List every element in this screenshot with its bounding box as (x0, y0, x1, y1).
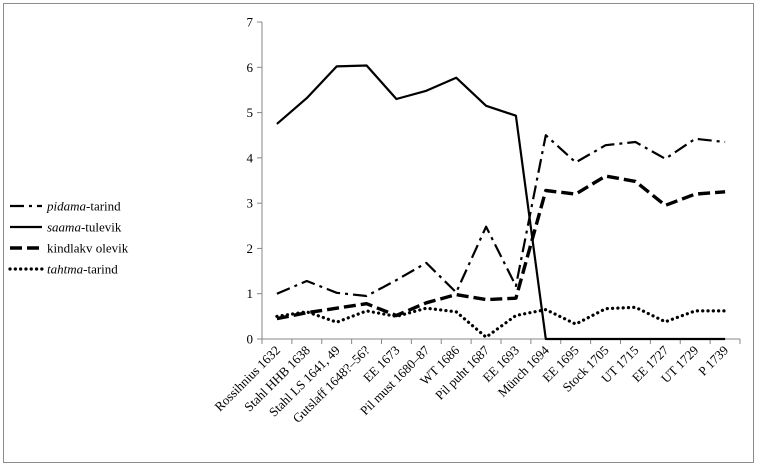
y-tick-label: 4 (247, 150, 254, 165)
legend: pidama-tarind saama-tulevik kindlakv olevi… (8, 199, 129, 277)
y-tick-label: 3 (247, 196, 254, 211)
series-line-1 (276, 64, 726, 341)
y-tick-label: 1 (247, 286, 254, 301)
chart-frame (3, 3, 754, 463)
y-tick-label: 7 (247, 15, 254, 30)
y-tick-label: 2 (247, 241, 254, 256)
y-tick-label: 0 (247, 332, 254, 347)
legend-label: saama-tulevik (47, 220, 122, 235)
y-axis-ticks: 0 1 2 3 4 5 6 7 (247, 15, 262, 347)
legend-label: tahtma-tarind (47, 262, 118, 277)
legend-label: pidama-tarind (46, 199, 121, 214)
x-tick-label: P 1739 (695, 343, 731, 379)
series-line-0 (276, 134, 726, 298)
legend-label: kindlakv olevik (47, 241, 129, 256)
series-group (275, 64, 727, 341)
series-line-2 (276, 174, 726, 321)
y-tick-label: 5 (247, 105, 254, 120)
y-tick-label: 6 (247, 60, 254, 75)
series-line-3 (275, 305, 727, 339)
